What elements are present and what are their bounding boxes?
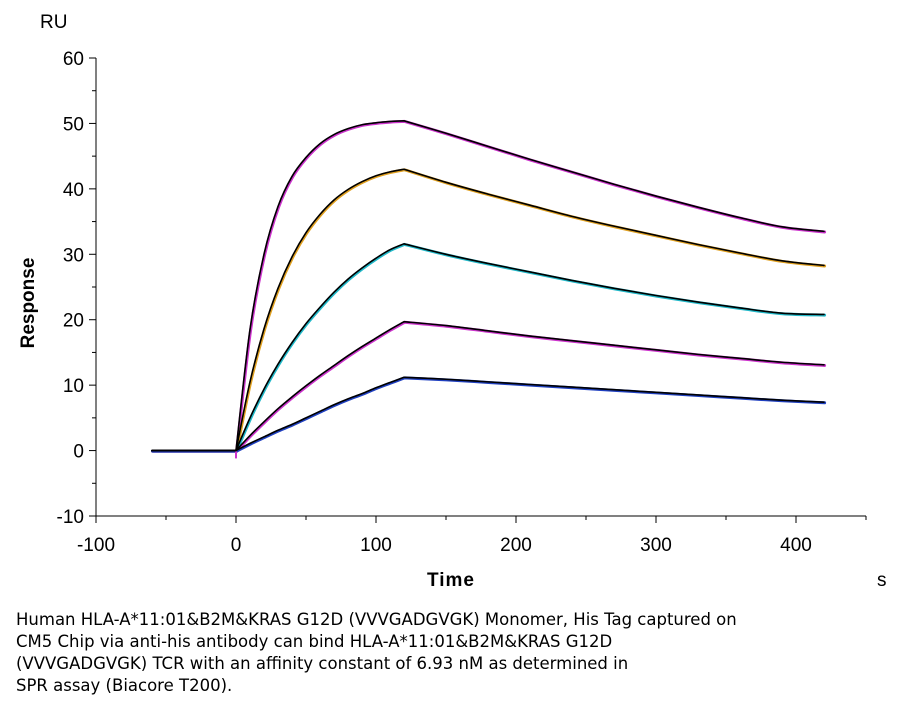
figure-caption: Human HLA-A*11:01&B2M&KRAS G12D (VVVGADG… (16, 609, 836, 697)
y-tick-label: -10 (57, 507, 84, 528)
fit-curve-line-3 (151, 243, 825, 452)
caption-line: SPR assay (Biacore T200). (16, 676, 233, 695)
axes (95, 58, 866, 517)
x-tick-label: 100 (360, 535, 392, 556)
fit-curve-line-2 (151, 168, 825, 452)
data-series-line-3 (151, 242, 827, 453)
fit-curve-line-5 (151, 376, 825, 452)
fit-curve-line-1 (151, 120, 825, 452)
y-tick-label: 60 (63, 49, 84, 70)
caption-line: CM5 Chip via anti-his antibody can bind … (16, 632, 613, 651)
x-tick-label: 0 (231, 535, 242, 556)
y-tick-label: 30 (63, 245, 84, 266)
y-tick-label: 50 (63, 114, 84, 135)
y-axis-ticks: -10 0 10 20 30 40 50 60 (57, 49, 96, 528)
caption-line: Human HLA-A*11:01&B2M&KRAS G12D (VVVGADG… (16, 610, 737, 629)
y-tick-label: 40 (63, 180, 84, 201)
y-tick-label: 0 (73, 442, 84, 463)
data-series-group (151, 119, 827, 459)
fit-curves-group (151, 120, 825, 452)
caption-line: (VVVGADGVGK) TCR with an affinity consta… (16, 654, 629, 673)
y-axis-title: Response (18, 258, 39, 349)
x-tick-label: -100 (77, 535, 115, 556)
y-tick-label: 20 (63, 311, 84, 332)
y-tick-label: 10 (63, 376, 84, 397)
x-tick-label: 300 (640, 535, 672, 556)
x-axis-title: Time (427, 570, 475, 591)
fit-curve-line-4 (151, 320, 825, 452)
x-axis-ticks: -100 0 100 200 300 400 (77, 516, 867, 556)
data-series-line-1 (151, 119, 827, 453)
x-unit-label: s (877, 570, 887, 591)
x-tick-label: 200 (500, 535, 532, 556)
y-unit-label: RU (40, 12, 67, 33)
x-tick-label: 400 (780, 535, 812, 556)
